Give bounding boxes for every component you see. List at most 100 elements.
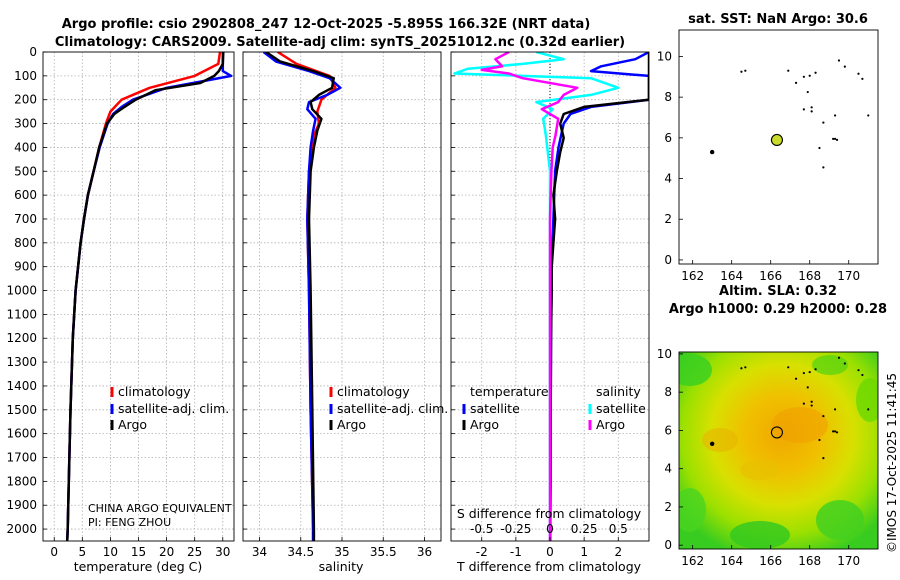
coast-point [794,81,798,85]
imos-timestamp: ©IMOS 17-Oct-2025 11:41:45 [885,373,899,553]
argo-float-marker [770,133,783,147]
series-climatology [65,52,222,541]
coast-point [843,65,846,68]
x-tick-label: 166 [759,269,782,283]
y-tick-label: 1300 [6,355,37,369]
salinity-panel: 34 34.5 35 35.5 36 salinity climatology sate… [242,51,448,574]
x-tick-label: 36 [417,545,432,559]
coast-point [808,370,811,374]
coast-point [810,106,813,109]
coast-point [709,149,715,155]
x-tick-label: 170 [837,269,860,283]
coast-point [806,386,809,389]
sla-patch [679,354,712,386]
sst-map-title: sat. SST: NaN Argo: 30.6 [688,12,868,27]
sla-map-title-1: Altim. SLA: 0.32 [719,284,837,299]
argo-float-marker [770,426,783,439]
annotation-pi: PI: FENG ZHOU [88,516,171,529]
y-tick-label: 0 [664,253,672,267]
series-argo [265,52,335,541]
coast-point [857,369,860,372]
coast-point [818,146,821,150]
y-tick-label: 700 [14,212,37,226]
coast-point [822,121,825,124]
x-tick-label: 164 [720,554,743,568]
legend-salinity-title: salinity [596,384,641,399]
sst-map-panel: sat. SST: NaN Argo: 30.6 162 164 166 168 170… [657,12,879,283]
s-tick-label: 0 [546,522,554,536]
x-tick-label: 35.5 [370,545,397,559]
series-sal-argo [480,52,579,541]
difference-panel: -2 -1 0 1 2 -0.5 -0.25 0 0.25 0.5 S difference fr… [450,51,650,574]
x-tick-label: -1 [510,545,522,559]
title-line-2: Climatology: CARS2009. Satellite-adj cli… [55,35,625,50]
coast-point [810,404,813,407]
coast-point [814,368,817,371]
series-satellite [65,52,233,541]
series-climatology [277,52,337,541]
coast-point [802,108,805,111]
x-tick-label: 30 [215,545,230,559]
coast-point [833,430,837,433]
coast-point [744,366,747,369]
coast-point [867,408,870,411]
series-satellite [262,52,342,541]
y-tick-label: 10 [657,49,672,63]
coast-point [802,371,805,375]
series-argo [65,52,225,541]
legend-temp-satellite-label: satellite [470,401,520,416]
sla-patch [702,428,738,452]
sla-map-frame [678,351,879,550]
coast-point [822,457,825,460]
coast-point [843,362,846,365]
y-tick-label: 200 [14,93,37,107]
y-tick-label: 1600 [6,427,37,441]
y-tick-label: 2 [664,500,672,514]
legend-temp-argo-label: Argo [470,417,499,432]
y-tick-label: 1400 [6,379,37,393]
x-tick-label: 168 [798,269,821,283]
y-tick-label: 2 [664,212,672,226]
y-tick-label: 2000 [6,522,37,536]
temperature-panel: 0100200300400500600700800900100011001200… [6,45,235,574]
legend-climatology-label: climatology [118,384,191,399]
coast-point [835,431,839,434]
s-difference-xlabel: S difference from climatology [457,506,642,521]
x-tick-label: 34.5 [287,545,314,559]
y-tick-label: 1500 [6,403,37,417]
x-tick-label: 35 [334,545,349,559]
x-tick-label: 5 [79,545,87,559]
legend-argo-label: Argo [118,417,147,432]
sla-patch [740,460,780,480]
coast-point [833,114,837,117]
coast-point [833,137,837,140]
temperature-panel-frame [42,51,235,542]
coast-point [861,373,864,377]
sla-patch [816,500,864,540]
temperature-legend: climatology satellite-adj. clim. Argo [110,384,229,432]
y-tick-label: 10 [657,347,672,361]
y-tick-label: 0 [664,538,672,552]
legend-temperature-title: temperature [470,384,549,399]
coast-point [794,377,798,380]
sla-heatmap-patches [679,354,878,549]
coast-point [802,402,805,405]
coast-point [787,69,790,72]
coast-point [835,138,839,141]
coast-point [832,137,835,140]
coast-point [822,414,825,418]
y-tick-label: 1000 [6,284,37,298]
x-tick-label: 166 [759,554,782,568]
y-tick-label: 1800 [6,474,37,488]
x-tick-label: 34 [252,545,267,559]
sst-map-frame [678,29,879,265]
x-tick-label: 0 [546,545,554,559]
t-difference-xlabel: T difference from climatology [456,559,642,574]
x-tick-label: 164 [720,269,743,283]
coast-point [861,77,864,80]
coast-point [787,366,790,369]
legend-satellite-label: satellite-adj. clim. [337,401,448,416]
sla-map-title-2: Argo h1000: 0.29 h2000: 0.28 [669,302,887,317]
y-tick-label: 1200 [6,331,37,345]
